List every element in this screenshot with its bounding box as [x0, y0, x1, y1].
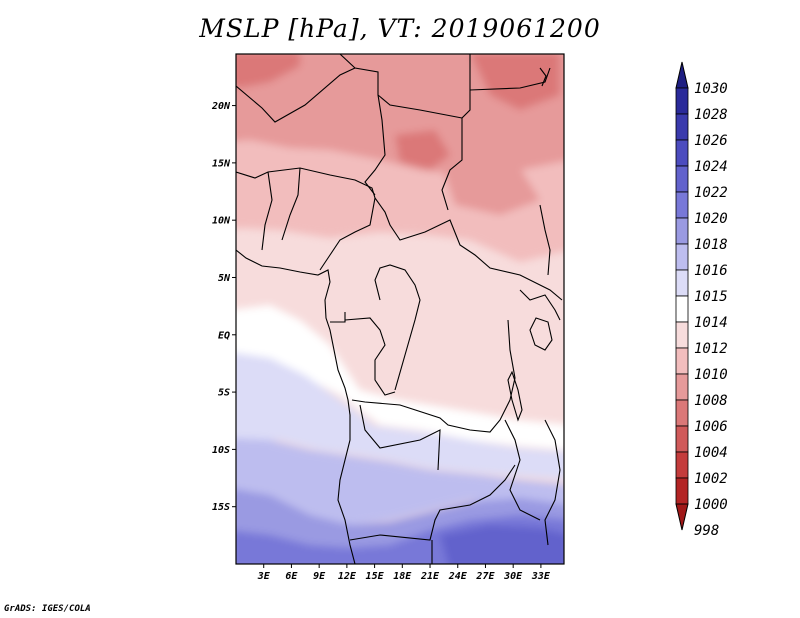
lon-tick-label: 27E [475, 571, 495, 582]
lon-tick-label: 3E [257, 571, 271, 582]
colorbar-level-label: 1024 [694, 159, 728, 175]
longitude-axis: 3E 6E 9E 12E 15E 18E 21E 24E 27E 30E 33E [257, 564, 551, 582]
lat-tick-label: 15S [212, 502, 230, 513]
colorbar-level-label: 1018 [694, 237, 728, 253]
colorbar-level-label: 1008 [694, 393, 728, 409]
lat-tick-label: 20N [211, 101, 231, 112]
colorbar-swatch [675, 139, 689, 167]
lat-tick-label: 15N [212, 158, 231, 169]
colorbar-swatch [675, 217, 689, 245]
lon-tick-label: 15E [366, 571, 385, 582]
colorbar-level-label: 998 [694, 523, 719, 539]
colorbar-level-label: 1002 [694, 471, 728, 487]
colorbar-swatch [675, 295, 689, 323]
chart-title: MSLP [hPa], VT: 2019061200 [199, 14, 601, 43]
lon-tick-label: 12E [338, 571, 357, 582]
colorbar: 1030 1028 1026 1024 1022 1020 1018 1016 1015 1014… [675, 61, 728, 539]
colorbar-level-label: 1000 [694, 497, 728, 513]
colorbar-swatch [675, 269, 689, 297]
lon-tick-label: 18E [393, 571, 412, 582]
lat-tick-label: 5S [218, 388, 230, 399]
colorbar-level-label: 1020 [694, 211, 728, 227]
latitude-axis: 20N 15N 10N 5N EQ 5S 10S 15S [211, 101, 236, 513]
colorbar-level-label: 1028 [694, 107, 728, 123]
colorbar-swatch [675, 113, 689, 141]
lon-tick-label: 9E [313, 571, 326, 582]
colorbar-level-label: 1016 [694, 263, 728, 279]
map-frame [235, 53, 565, 565]
grads-credit: GrADS: IGES/COLA [4, 604, 91, 614]
colorbar-min-arrow [675, 503, 689, 531]
colorbar-max-arrow [675, 61, 689, 89]
colorbar-swatch [675, 243, 689, 271]
lon-tick-label: 24E [448, 571, 468, 582]
colorbar-swatch [675, 425, 689, 453]
colorbar-level-label: 1014 [694, 315, 728, 331]
colorbar-level-label: 1006 [694, 419, 728, 435]
lat-tick-label: 10N [212, 216, 231, 227]
lat-tick-label: EQ [218, 330, 230, 341]
colorbar-swatch [675, 347, 689, 375]
colorbar-level-label: 1010 [694, 367, 728, 383]
colorbar-level-label: 1012 [694, 341, 728, 357]
pressure-field [236, 54, 564, 564]
colorbar-swatch [675, 399, 689, 427]
colorbar-swatch [675, 477, 689, 505]
colorbar-swatch [675, 165, 689, 193]
lon-tick-label: 21E [420, 571, 440, 582]
colorbar-level-label: 1026 [694, 133, 728, 149]
lon-tick-label: 30E [503, 571, 523, 582]
colorbar-level-label: 1004 [694, 445, 728, 461]
colorbar-swatch [675, 191, 689, 219]
colorbar-level-label: 1022 [694, 185, 728, 201]
lat-tick-label: 5N [218, 273, 231, 284]
lon-tick-label: 33E [531, 571, 551, 582]
country-borders [236, 54, 563, 564]
colorbar-level-label: 1015 [694, 289, 728, 305]
colorbar-swatch [675, 87, 689, 115]
colorbar-swatch [675, 373, 689, 401]
colorbar-level-label: 1030 [694, 81, 728, 97]
colorbar-swatch [675, 451, 689, 479]
colorbar-swatch [675, 321, 689, 349]
lat-tick-label: 10S [212, 445, 230, 456]
lon-tick-label: 6E [285, 571, 298, 582]
